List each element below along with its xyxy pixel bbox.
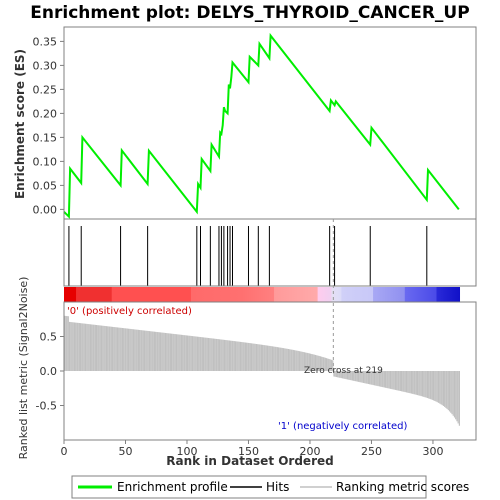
es-ytick-label: 0.15 xyxy=(33,131,58,144)
metric-axis-label: Ranked list metric (Signal2Noise) xyxy=(17,277,30,460)
x-tick-label: 300 xyxy=(422,445,443,458)
legend-enrichment-profile: Enrichment profile xyxy=(117,480,228,494)
positive-correlation-label: '0' (positively correlated) xyxy=(67,306,192,317)
metric-ytick-label: 0.0 xyxy=(40,365,58,378)
enrichment-profile-line xyxy=(63,32,460,219)
es-ytick-label: 0.10 xyxy=(33,155,58,168)
hits-panel-frame xyxy=(63,218,477,287)
hits-panel xyxy=(63,218,477,287)
x-tick-label: 50 xyxy=(118,445,132,458)
es-ytick-label: 0.20 xyxy=(33,107,58,120)
legend-hits: Hits xyxy=(266,480,289,494)
bottom-panel-frame xyxy=(63,301,477,441)
x-tick-label: 200 xyxy=(299,445,320,458)
x-axis-label: Rank in Dataset Ordered xyxy=(166,454,333,468)
enrichment-score-panel: 0.00 0.05 0.10 0.15 0.20 0.25 0.30 0.35 xyxy=(33,26,477,220)
es-ytick-label: 0.05 xyxy=(33,179,58,192)
es-axis-label: Enrichment score (ES) xyxy=(13,49,27,199)
zero-cross-label: Zero cross at 219 xyxy=(304,366,383,376)
es-ytick-label: 0.30 xyxy=(33,59,58,72)
es-ytick-label: 0.25 xyxy=(33,83,58,96)
legend: Enrichment profile Hits Ranking metric s… xyxy=(71,475,469,499)
rank-color-bar xyxy=(64,287,461,302)
x-tick-label: 250 xyxy=(361,445,382,458)
es-ytick-label: 0.00 xyxy=(33,203,58,216)
metric-ytick-label: 0.5 xyxy=(40,331,58,344)
chart-title: Enrichment plot: DELYS_THYROID_CANCER_UP xyxy=(30,3,469,23)
ranked-metric-panel: -0.5 0.0 0.5 '0' (positively correlated) '… xyxy=(36,219,477,441)
legend-ranking-metric-scores: Ranking metric scores xyxy=(336,480,469,494)
es-ytick-label: 0.35 xyxy=(33,35,58,48)
negative-correlation-label: '1' (negatively correlated) xyxy=(278,421,407,432)
x-tick-label: 150 xyxy=(238,445,259,458)
x-tick-label: 0 xyxy=(61,445,68,458)
metric-ytick-label: -0.5 xyxy=(36,400,57,413)
x-tick-label: 100 xyxy=(176,445,197,458)
